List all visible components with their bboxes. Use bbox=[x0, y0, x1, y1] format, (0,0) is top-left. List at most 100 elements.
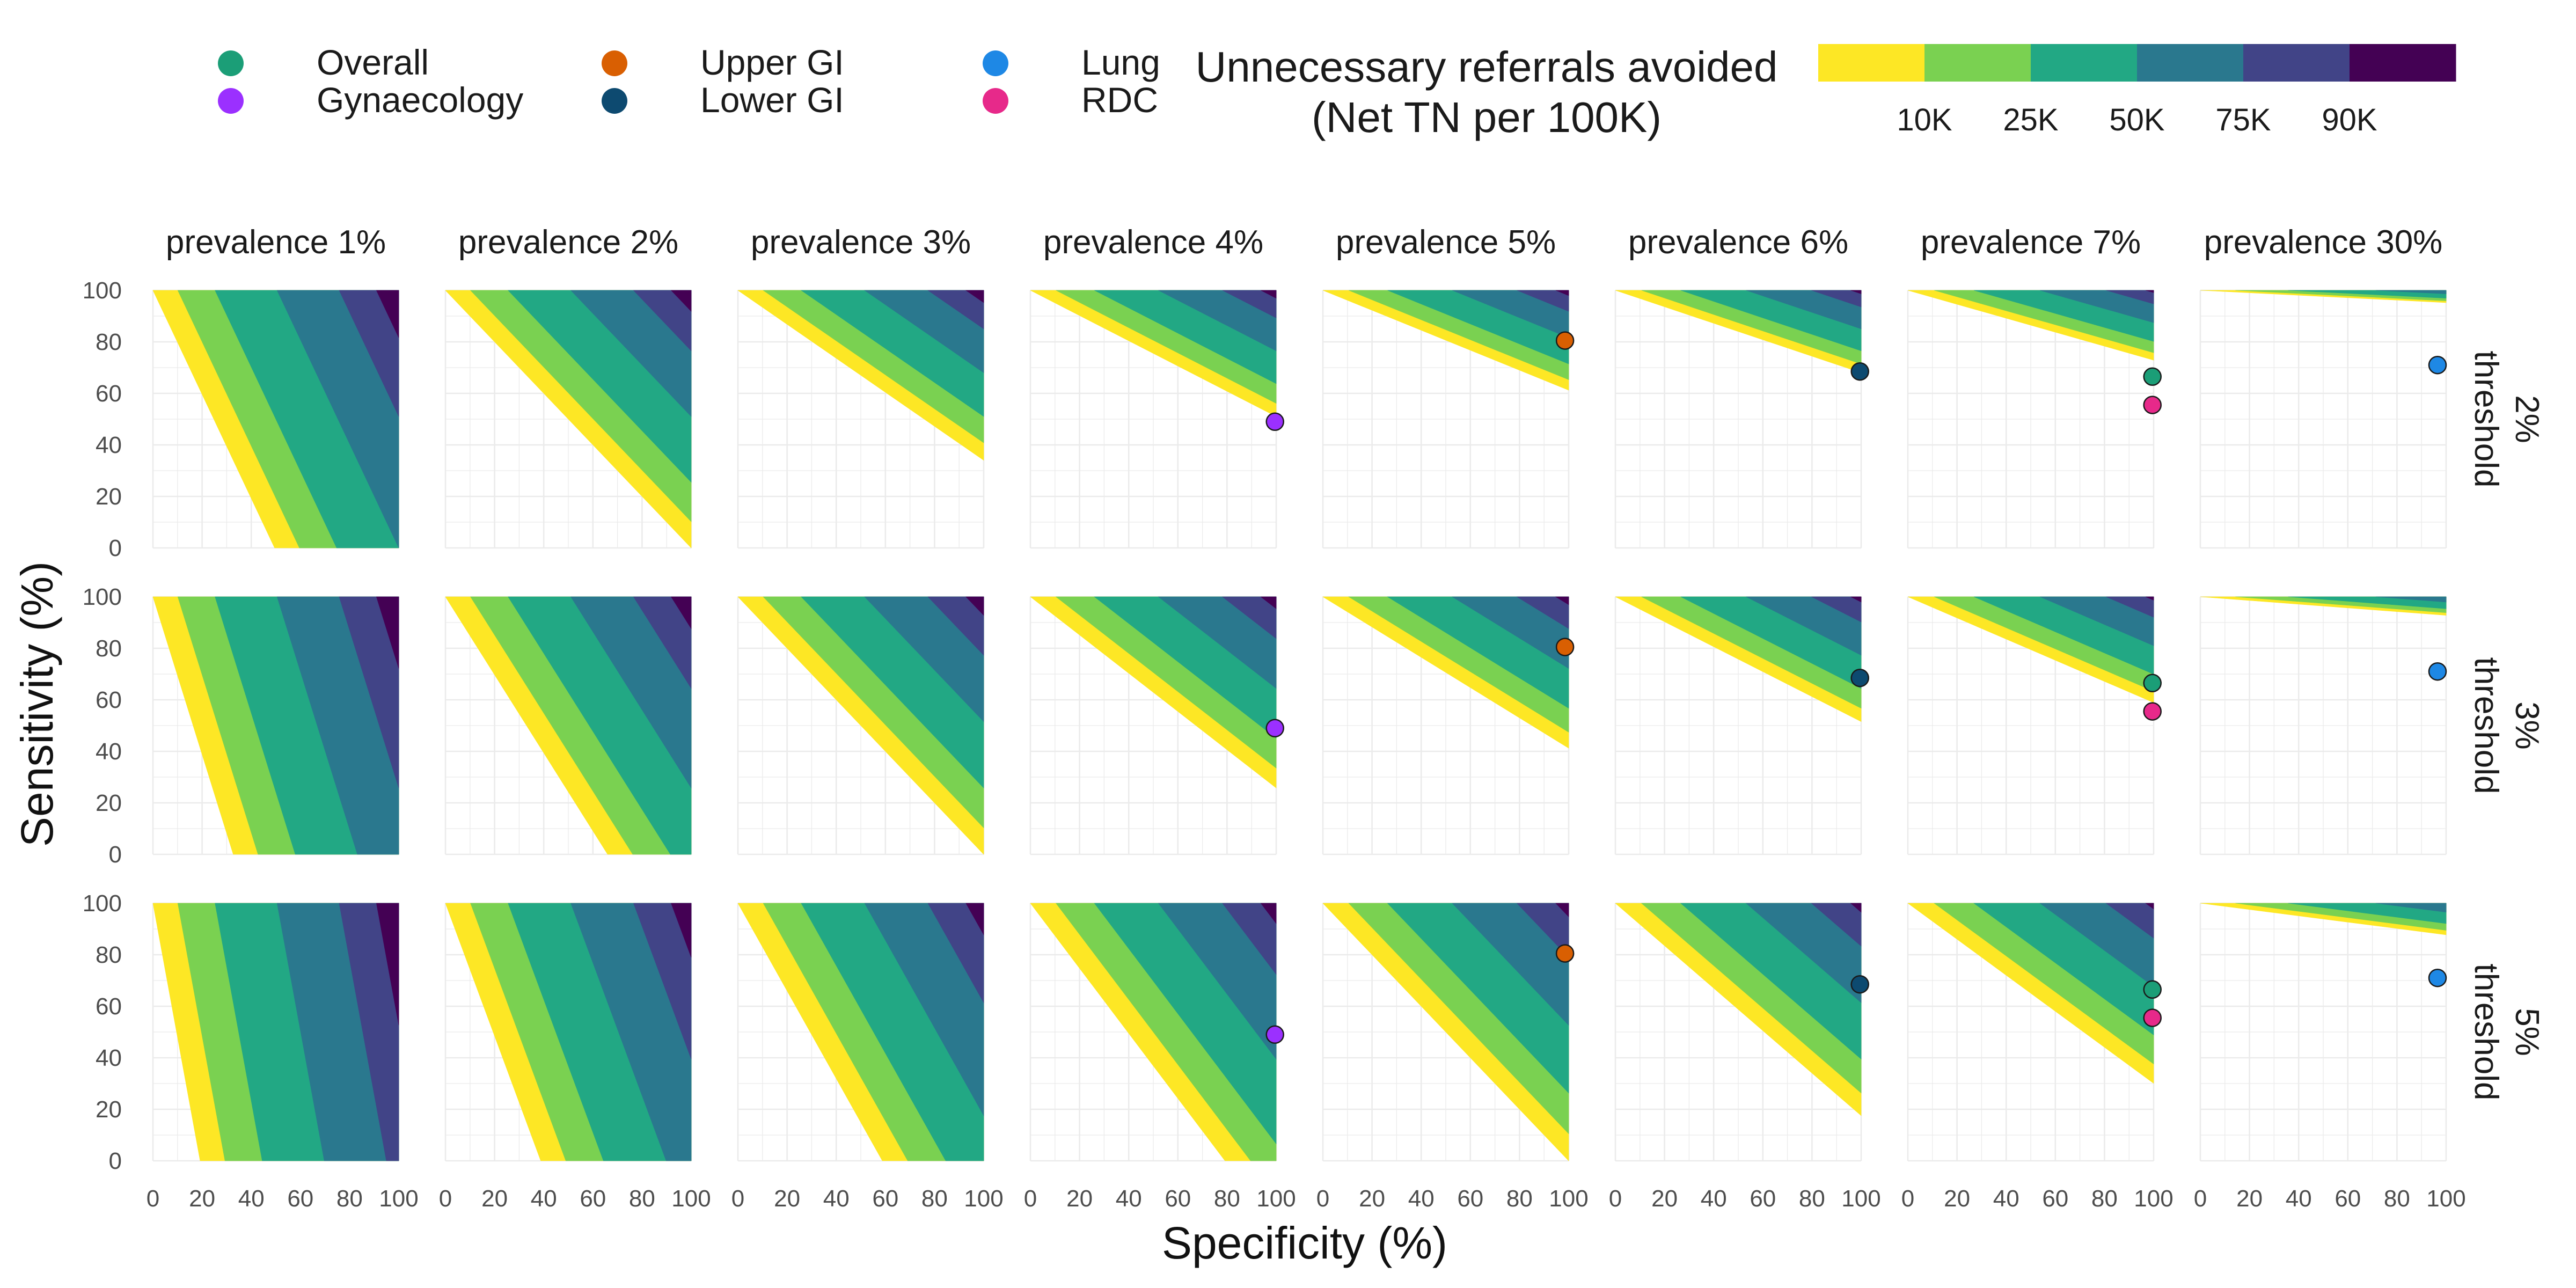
x-tick-label: 80 bbox=[1799, 1185, 1825, 1212]
x-tick-label: 20 bbox=[774, 1185, 800, 1212]
fill-legend-subtitle: (Net TN per 100K) bbox=[1312, 93, 1662, 141]
contour-band bbox=[2376, 290, 2447, 294]
facet-panel bbox=[152, 289, 400, 549]
contour-band bbox=[965, 290, 984, 303]
contour-band bbox=[864, 903, 984, 1116]
facet-strip-prevalence: prevalence 7% bbox=[1921, 224, 2141, 261]
y-tick-label: 0 bbox=[109, 1148, 122, 1174]
legend-key-label: Overall bbox=[317, 42, 429, 82]
data-point bbox=[1265, 1025, 1284, 1044]
contour-band bbox=[965, 596, 984, 616]
contour-band bbox=[2145, 903, 2154, 910]
y-tick-label: 60 bbox=[96, 380, 122, 407]
data-point bbox=[2143, 1008, 2162, 1027]
contour-band bbox=[1555, 596, 1569, 605]
facet-panel bbox=[737, 289, 985, 549]
color-bar-label: 75K bbox=[2215, 103, 2271, 137]
contour-band bbox=[376, 596, 399, 669]
data-point bbox=[2143, 702, 2162, 721]
contour-band bbox=[1452, 596, 1569, 669]
x-tick-label: 0 bbox=[1316, 1185, 1329, 1212]
color-bar-segment bbox=[2137, 44, 2244, 82]
x-tick-label: 0 bbox=[2194, 1185, 2207, 1212]
color-bar-segment bbox=[2243, 44, 2350, 82]
x-tick-label: 60 bbox=[1165, 1185, 1191, 1212]
x-tick-label: 100 bbox=[1549, 1185, 1588, 1212]
contour-band bbox=[1222, 290, 1277, 318]
legend-key-dot bbox=[602, 88, 627, 114]
facet-panel bbox=[1907, 289, 2162, 549]
contour-band bbox=[1811, 596, 1862, 623]
x-tick-label: 40 bbox=[823, 1185, 850, 1212]
contour-band bbox=[2106, 290, 2154, 304]
x-tick-label: 60 bbox=[2042, 1185, 2068, 1212]
y-tick-label: 60 bbox=[96, 993, 122, 1020]
color-bar-label: 10K bbox=[1897, 103, 1952, 137]
contour-band bbox=[339, 290, 399, 417]
legend-key-label: Upper GI bbox=[700, 42, 844, 82]
x-axis-title: Specificity (%) bbox=[1162, 1218, 1447, 1268]
data-point bbox=[1555, 638, 1575, 656]
facet-panel bbox=[2199, 289, 2447, 549]
contour-band bbox=[1260, 903, 1277, 924]
data-point bbox=[2428, 355, 2447, 375]
x-tick-label: 60 bbox=[872, 1185, 898, 1212]
x-tick-label: 80 bbox=[1214, 1185, 1240, 1212]
contour-band bbox=[1745, 903, 1862, 1003]
x-tick-label: 20 bbox=[2236, 1185, 2263, 1212]
legend-key-label: Lower GI bbox=[700, 80, 844, 120]
contour-band bbox=[1261, 290, 1277, 299]
color-bar-segment bbox=[1924, 44, 2031, 82]
x-tick-label: 100 bbox=[2134, 1185, 2173, 1212]
y-tick-label: 100 bbox=[83, 584, 122, 610]
legend-key-dot bbox=[602, 50, 627, 76]
contour-band bbox=[1158, 903, 1277, 1060]
x-tick-label: 0 bbox=[1901, 1185, 1914, 1212]
legend-key-label: RDC bbox=[1081, 80, 1158, 120]
x-tick-label: 40 bbox=[1116, 1185, 1142, 1212]
y-tick-label: 20 bbox=[96, 1096, 122, 1123]
x-tick-label: 40 bbox=[238, 1185, 265, 1212]
x-tick-label: 0 bbox=[147, 1185, 159, 1212]
contour-band bbox=[965, 903, 984, 936]
contour-band bbox=[1811, 290, 1862, 308]
legend-key-label: Gynaecology bbox=[317, 80, 523, 120]
x-tick-label: 0 bbox=[731, 1185, 744, 1212]
facet-strip-prevalence: prevalence 5% bbox=[1336, 224, 1556, 261]
facet-strip-prevalence: prevalence 6% bbox=[1628, 224, 1848, 261]
data-point bbox=[1265, 719, 1284, 738]
contour-band bbox=[927, 290, 984, 330]
facet-panel bbox=[1614, 902, 1869, 1162]
x-tick-label: 0 bbox=[1609, 1185, 1622, 1212]
contour-band bbox=[1158, 290, 1277, 352]
contour-band bbox=[2105, 903, 2154, 939]
contour-band bbox=[633, 290, 692, 352]
facet-panel bbox=[737, 596, 985, 855]
y-tick-label: 40 bbox=[96, 738, 122, 765]
contour-band bbox=[671, 596, 692, 630]
x-tick-label: 80 bbox=[336, 1185, 363, 1212]
data-point bbox=[1555, 944, 1575, 963]
axes-layer: 0 20 40 60 80 100 prevalence 1% prevalence 2% pr… bbox=[83, 224, 2545, 1212]
y-tick-label: 60 bbox=[96, 687, 122, 713]
contour-band bbox=[1222, 903, 1277, 975]
data-point bbox=[2143, 980, 2162, 999]
facet-panel bbox=[152, 596, 400, 855]
facet-strip-prevalence: prevalence 1% bbox=[166, 224, 386, 261]
contour-band bbox=[670, 290, 692, 312]
x-tick-label: 60 bbox=[580, 1185, 606, 1212]
x-tick-label: 0 bbox=[439, 1185, 452, 1212]
facet-strip-prevalence: prevalence 3% bbox=[751, 224, 971, 261]
facet-strip-prevalence: prevalence 4% bbox=[1043, 224, 1263, 261]
y-tick-label: 20 bbox=[96, 790, 122, 816]
data-point bbox=[2428, 662, 2447, 681]
y-tick-label: 20 bbox=[96, 484, 122, 510]
data-point bbox=[2143, 396, 2162, 414]
contour-band bbox=[2146, 596, 2154, 601]
x-tick-label: 80 bbox=[629, 1185, 655, 1212]
contour-band bbox=[927, 596, 984, 656]
contour-band bbox=[2106, 596, 2154, 618]
data-point bbox=[1555, 331, 1575, 350]
